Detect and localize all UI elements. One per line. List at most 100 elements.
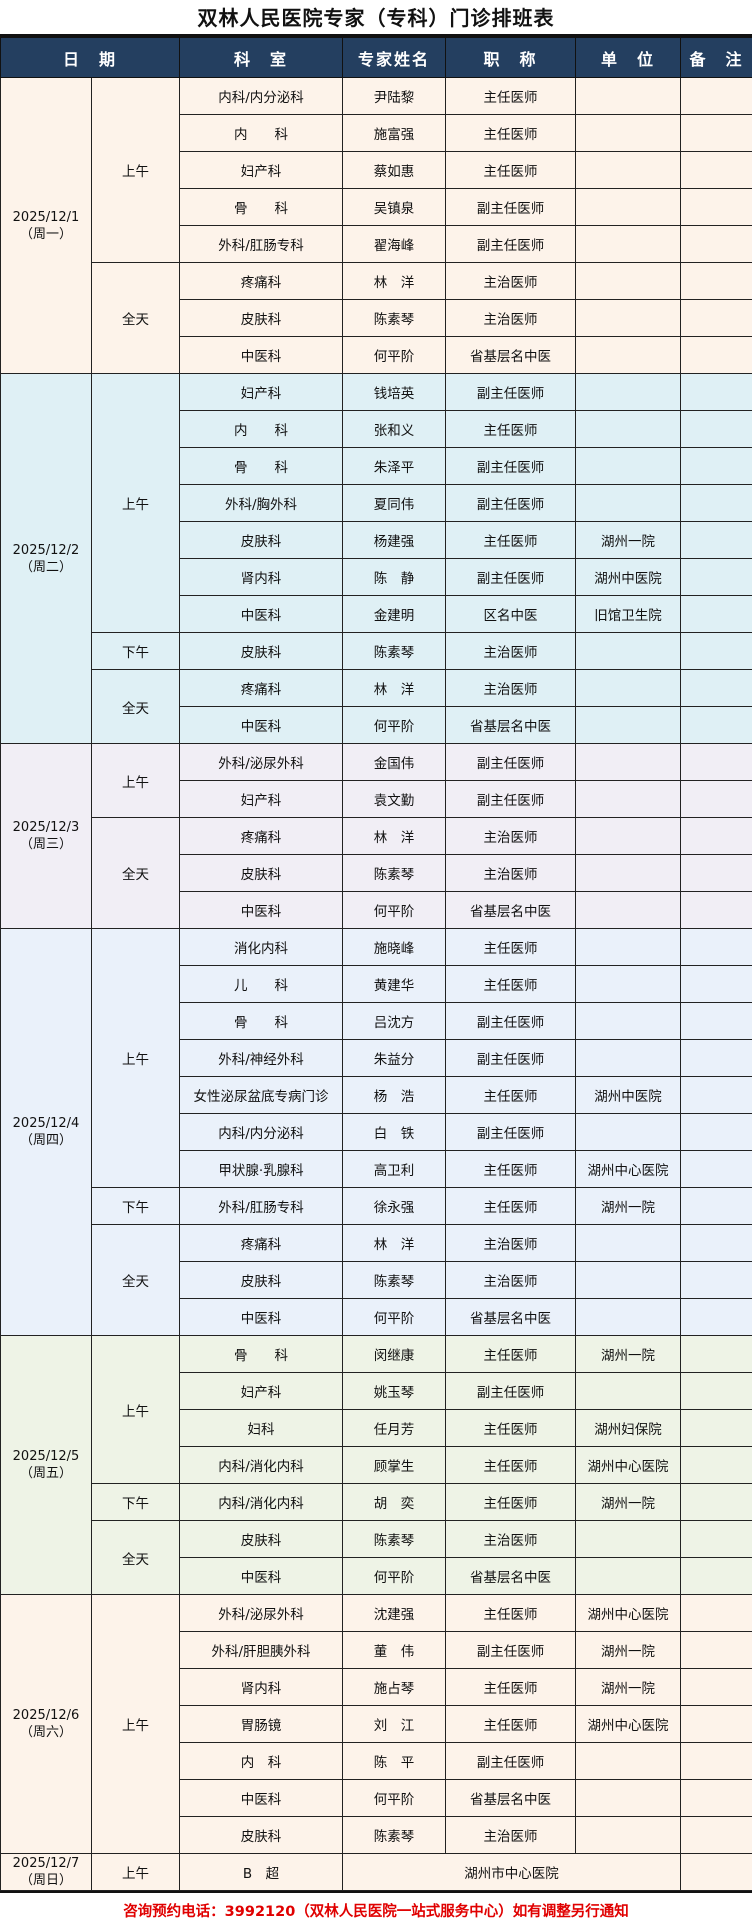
- unit-cell: [576, 1817, 681, 1854]
- unit-cell: 湖州中医院: [576, 1077, 681, 1114]
- expert-name-cell: 吕沈方: [343, 1003, 446, 1040]
- remarks-cell: [681, 1447, 752, 1484]
- department-cell: 内科/内分泌科: [180, 1114, 343, 1151]
- unit-cell: [576, 1040, 681, 1077]
- remarks-cell: [681, 115, 752, 152]
- header-remarks: 备 注: [681, 38, 752, 78]
- date-cell: 2025/12/6（周六）: [1, 1595, 92, 1854]
- remarks-cell: [681, 1040, 752, 1077]
- unit-cell: [576, 1743, 681, 1780]
- remarks-cell: [681, 559, 752, 596]
- schedule-table: 日 期 科 室 专家姓名 职 称 单 位 备 注 2025/12/1（周一）上午…: [0, 37, 752, 1891]
- unit-cell: 湖州一院: [576, 522, 681, 559]
- unit-cell: [576, 707, 681, 744]
- expert-name-cell: 何平阶: [343, 707, 446, 744]
- unit-cell: 湖州一院: [576, 1336, 681, 1373]
- title-cell: 主治医师: [446, 818, 576, 855]
- title-cell: 副主任医师: [446, 1373, 576, 1410]
- remarks-cell: [681, 929, 752, 966]
- session-cell: 上午: [92, 744, 180, 818]
- remarks-cell: [681, 670, 752, 707]
- session-cell: 全天: [92, 1521, 180, 1595]
- title-cell: 主治医师: [446, 1262, 576, 1299]
- weekday: （周日）: [1, 1872, 91, 1889]
- department-cell: 皮肤科: [180, 300, 343, 337]
- unit-cell: [576, 263, 681, 300]
- expert-name-cell: 顾掌生: [343, 1447, 446, 1484]
- unit-cell: [576, 226, 681, 263]
- unit-cell: [576, 411, 681, 448]
- footer-contact-note: 咨询预约电话：3992120（双林人民医院一站式服务中心）如有调整另行通知: [0, 1891, 752, 1931]
- unit-cell: [576, 966, 681, 1003]
- expert-name-cell: 施晓峰: [343, 929, 446, 966]
- department-cell: 妇产科: [180, 781, 343, 818]
- unit-cell: 湖州中心医院: [576, 1706, 681, 1743]
- department-cell: 消化内科: [180, 929, 343, 966]
- expert-name-cell: 林 洋: [343, 670, 446, 707]
- remarks-cell: [681, 78, 752, 115]
- remarks-cell: [681, 1632, 752, 1669]
- expert-name-cell: 夏同伟: [343, 485, 446, 522]
- unit-cell: 湖州中心医院: [576, 1151, 681, 1188]
- expert-name-cell: 张和义: [343, 411, 446, 448]
- department-cell: 疼痛科: [180, 670, 343, 707]
- table-row: 2025/12/2（周二）上午妇产科钱培英副主任医师: [1, 374, 752, 411]
- title-cell: 副主任医师: [446, 1040, 576, 1077]
- remarks-cell: [681, 1151, 752, 1188]
- title-cell: 主治医师: [446, 855, 576, 892]
- remarks-cell: [681, 300, 752, 337]
- remarks-cell: [681, 633, 752, 670]
- remarks-cell: [681, 1780, 752, 1817]
- remarks-cell: [681, 1299, 752, 1336]
- unit-cell: [576, 929, 681, 966]
- title-cell: 主治医师: [446, 670, 576, 707]
- title-cell: 主任医师: [446, 522, 576, 559]
- title-cell: 主任医师: [446, 115, 576, 152]
- date-cell: 2025/12/2（周二）: [1, 374, 92, 744]
- unit-cell: [576, 374, 681, 411]
- expert-name-cell: 胡 奕: [343, 1484, 446, 1521]
- date-cell: 2025/12/3（周三）: [1, 744, 92, 929]
- remarks-cell: [681, 189, 752, 226]
- department-cell: 肾内科: [180, 1669, 343, 1706]
- remarks-cell: [681, 1743, 752, 1780]
- unit-cell: [576, 485, 681, 522]
- unit-cell: 湖州一院: [576, 1632, 681, 1669]
- department-cell: 内 科: [180, 115, 343, 152]
- date: 2025/12/4: [1, 1115, 91, 1132]
- remarks-cell: [681, 966, 752, 1003]
- weekday: （周二）: [1, 559, 91, 576]
- title-cell: 副主任医师: [446, 485, 576, 522]
- department-cell: B 超: [180, 1854, 343, 1891]
- expert-name-cell: 何平阶: [343, 337, 446, 374]
- title-cell: 省基层名中医: [446, 707, 576, 744]
- remarks-cell: [681, 1669, 752, 1706]
- remarks-cell: [681, 448, 752, 485]
- expert-name-cell: 白 铁: [343, 1114, 446, 1151]
- unit-cell: 湖州中心医院: [576, 1447, 681, 1484]
- department-cell: 中医科: [180, 337, 343, 374]
- unit-cell: [576, 1373, 681, 1410]
- department-cell: 外科/泌尿外科: [180, 744, 343, 781]
- session-cell: 全天: [92, 1225, 180, 1336]
- title-cell: 主任医师: [446, 1706, 576, 1743]
- table-row: 全天疼痛科林 洋主治医师: [1, 818, 752, 855]
- expert-name-cell: 何平阶: [343, 1558, 446, 1595]
- title-cell: 省基层名中医: [446, 1299, 576, 1336]
- expert-name-cell: 高卫利: [343, 1151, 446, 1188]
- department-cell: 外科/神经外科: [180, 1040, 343, 1077]
- unit-cell: [576, 670, 681, 707]
- expert-name-cell: 黄建华: [343, 966, 446, 1003]
- title-cell: 主治医师: [446, 300, 576, 337]
- remarks-cell: [681, 1114, 752, 1151]
- title-cell: 副主任医师: [446, 1743, 576, 1780]
- department-cell: 儿 科: [180, 966, 343, 1003]
- title-cell: 主任医师: [446, 1669, 576, 1706]
- title-cell: 区名中医: [446, 596, 576, 633]
- department-cell: 肾内科: [180, 559, 343, 596]
- title-cell: 副主任医师: [446, 189, 576, 226]
- remarks-cell: [681, 337, 752, 374]
- expert-name-cell: 林 洋: [343, 263, 446, 300]
- unit-cell: [576, 1003, 681, 1040]
